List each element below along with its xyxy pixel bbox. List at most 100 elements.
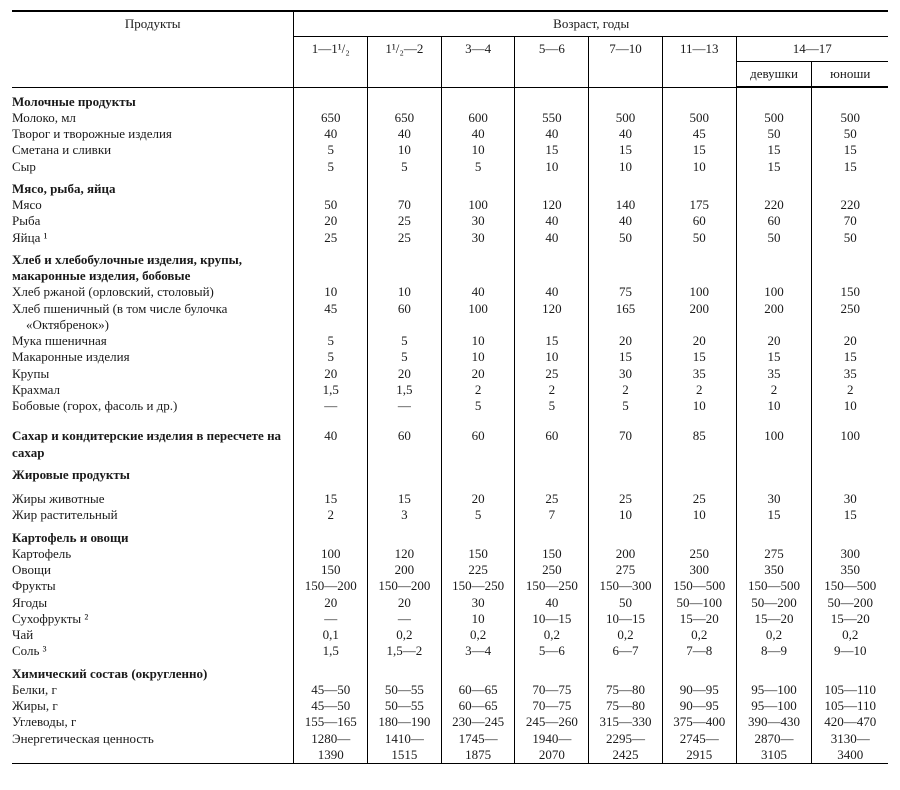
value-cell: 15 bbox=[662, 142, 736, 158]
row-label: Сметана и сливки bbox=[12, 142, 294, 158]
value-cell bbox=[515, 175, 589, 197]
table-row: Сахар и кондитерские изделия в пересчете… bbox=[12, 422, 888, 461]
value-cell: 1,5 bbox=[294, 643, 368, 659]
value-cell: 10 bbox=[441, 333, 515, 349]
value-cell: 5 bbox=[294, 159, 368, 175]
age-col-1: 1¹/₂—2 bbox=[368, 37, 442, 88]
value-cell: 40 bbox=[589, 213, 663, 229]
value-cell: 2870—3105 bbox=[736, 731, 812, 764]
value-cell: 25 bbox=[662, 491, 736, 507]
table-row: Сухофрукты ²——1010—1510—1515—2015—2015—2… bbox=[12, 611, 888, 627]
table-row: Мясо5070100120140175220220 bbox=[12, 197, 888, 213]
value-cell: 40 bbox=[294, 422, 368, 461]
row-label: Мясо bbox=[12, 197, 294, 213]
value-cell: 155—165 bbox=[294, 714, 368, 730]
table-row: Сыр5551010101515 bbox=[12, 159, 888, 175]
table-row: Молоко, мл650650600550500500500500 bbox=[12, 110, 888, 126]
value-cell: 15—20 bbox=[662, 611, 736, 627]
spacer-cell bbox=[441, 414, 515, 422]
value-cell: 10 bbox=[812, 398, 888, 414]
value-cell: 15 bbox=[736, 349, 812, 365]
value-cell: 25 bbox=[515, 366, 589, 382]
table-row: Бобовые (горох, фасоль и др.)——555101010 bbox=[12, 398, 888, 414]
value-cell: 0,2 bbox=[736, 627, 812, 643]
value-cell: 10 bbox=[441, 611, 515, 627]
value-cell: 15 bbox=[515, 142, 589, 158]
value-cell: 1940—2070 bbox=[515, 731, 589, 764]
value-cell: 40 bbox=[441, 126, 515, 142]
value-cell: 50 bbox=[736, 230, 812, 246]
value-cell: 20 bbox=[441, 491, 515, 507]
value-cell: 5 bbox=[589, 398, 663, 414]
value-cell: 5 bbox=[294, 333, 368, 349]
value-cell: 150—200 bbox=[294, 578, 368, 594]
value-cell bbox=[736, 175, 812, 197]
value-cell: 7 bbox=[515, 507, 589, 523]
value-cell: 70—75 bbox=[515, 698, 589, 714]
value-cell bbox=[736, 461, 812, 483]
value-cell: 100 bbox=[294, 546, 368, 562]
value-cell: 20 bbox=[589, 333, 663, 349]
value-cell: 5 bbox=[441, 507, 515, 523]
value-cell bbox=[515, 87, 589, 110]
value-cell: 40 bbox=[294, 126, 368, 142]
value-cell: 50—200 bbox=[812, 595, 888, 611]
value-cell bbox=[812, 87, 888, 110]
value-cell: 150—200 bbox=[368, 578, 442, 594]
value-cell: 5—6 bbox=[515, 643, 589, 659]
value-cell bbox=[368, 660, 442, 682]
value-cell: 60 bbox=[515, 422, 589, 461]
value-cell: 200 bbox=[662, 301, 736, 334]
spacer-cell bbox=[294, 414, 368, 422]
spacer-cell bbox=[812, 483, 888, 491]
value-cell: 25 bbox=[294, 230, 368, 246]
value-cell: 2 bbox=[812, 382, 888, 398]
table-row: Жировые продукты bbox=[12, 461, 888, 483]
row-label: Овощи bbox=[12, 562, 294, 578]
table-row: Химический состав (округленно) bbox=[12, 660, 888, 682]
value-cell: 50 bbox=[294, 197, 368, 213]
row-label: Фрукты bbox=[12, 578, 294, 594]
value-cell: 2 bbox=[515, 382, 589, 398]
value-cell: 20 bbox=[368, 366, 442, 382]
value-cell: 15 bbox=[812, 159, 888, 175]
value-cell bbox=[589, 524, 663, 546]
value-cell: 70—75 bbox=[515, 682, 589, 698]
spacer-cell bbox=[662, 414, 736, 422]
value-cell: 6—7 bbox=[589, 643, 663, 659]
value-cell: 5 bbox=[294, 349, 368, 365]
value-cell: 5 bbox=[294, 142, 368, 158]
value-cell bbox=[441, 246, 515, 285]
value-cell: 10 bbox=[515, 159, 589, 175]
spacer-cell bbox=[12, 483, 294, 491]
value-cell bbox=[294, 175, 368, 197]
spacer-cell bbox=[12, 414, 294, 422]
value-cell: 230—245 bbox=[441, 714, 515, 730]
value-cell bbox=[368, 175, 442, 197]
value-cell: 60 bbox=[368, 422, 442, 461]
value-cell: 15—20 bbox=[812, 611, 888, 627]
table-row: Яйца ¹2525304050505050 bbox=[12, 230, 888, 246]
value-cell: 20 bbox=[441, 366, 515, 382]
table-row: Картофель100120150150200250275300 bbox=[12, 546, 888, 562]
value-cell: 250 bbox=[662, 546, 736, 562]
value-cell: 245—260 bbox=[515, 714, 589, 730]
value-cell: 40 bbox=[515, 284, 589, 300]
table-row: Мясо, рыба, яйца bbox=[12, 175, 888, 197]
value-cell bbox=[441, 461, 515, 483]
value-cell: 30 bbox=[589, 366, 663, 382]
value-cell: 1,5 bbox=[368, 382, 442, 398]
value-cell: 2 bbox=[441, 382, 515, 398]
value-cell: 75—80 bbox=[589, 698, 663, 714]
value-cell: 10 bbox=[589, 159, 663, 175]
row-label: Яйца ¹ bbox=[12, 230, 294, 246]
row-label: Макаронные изделия bbox=[12, 349, 294, 365]
value-cell: 550 bbox=[515, 110, 589, 126]
table-row: Молочные продукты bbox=[12, 87, 888, 110]
value-cell: 10 bbox=[662, 507, 736, 523]
value-cell: 15 bbox=[589, 349, 663, 365]
row-label: Чай bbox=[12, 627, 294, 643]
value-cell bbox=[662, 461, 736, 483]
value-cell: 45—50 bbox=[294, 682, 368, 698]
value-cell: 30 bbox=[736, 491, 812, 507]
